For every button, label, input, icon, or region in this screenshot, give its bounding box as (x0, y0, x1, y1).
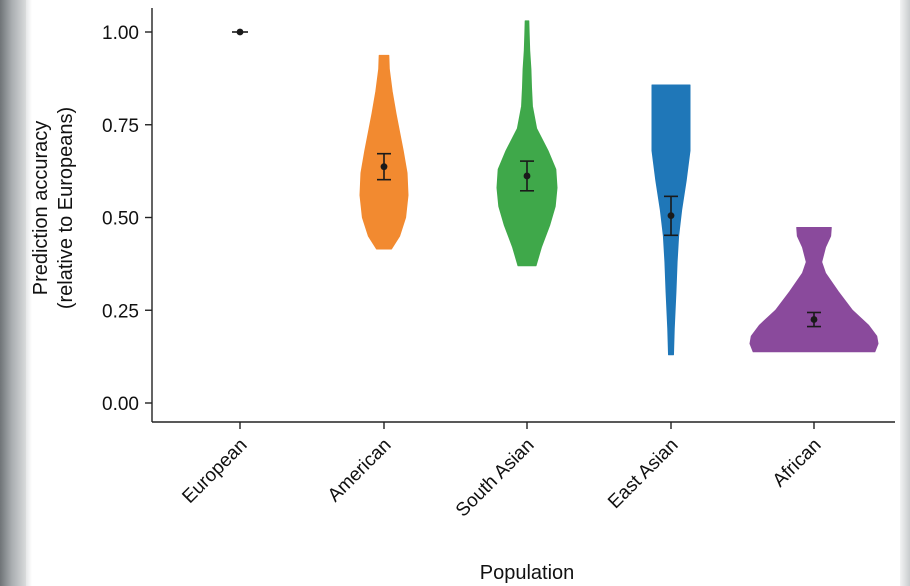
y-axis-title-line-1: Prediction accuracy (30, 121, 52, 296)
x-tick-label: American (324, 435, 396, 507)
mean-point-east-asian (667, 212, 675, 220)
y-tick-group: 0.00 0.25 0.50 0.75 1.00 (102, 23, 152, 415)
y-axis-title-line-2: (relative to Europeans) (55, 107, 77, 309)
violin-layer (359, 20, 879, 356)
mean-point-european (236, 28, 244, 36)
x-axis-title: Population (480, 562, 575, 584)
x-tick-label: East Asian (604, 435, 682, 513)
y-tick-label: 0.75 (102, 116, 139, 137)
mean-point-south-asian (523, 172, 531, 180)
violin-south-asian (496, 20, 558, 267)
x-tick-group: European American South Asian East Asian Afr… (178, 422, 826, 522)
x-tick-label: African (769, 435, 826, 492)
y-tick-label: 0.50 (102, 209, 139, 230)
x-tick-label: European (178, 435, 251, 508)
violin-african (749, 227, 879, 353)
axes-layer (151, 8, 895, 423)
errorbar-layer (232, 28, 821, 328)
x-tick-label: South Asian (452, 435, 539, 522)
window-left-edge (0, 0, 26, 586)
window-right-edge (900, 0, 910, 586)
y-tick-label: 1.00 (102, 23, 139, 44)
y-tick-label: 0.25 (102, 301, 139, 322)
mean-point-american (380, 163, 388, 171)
y-tick-label: 0.00 (102, 394, 139, 415)
window-left-bevel (26, 0, 32, 586)
violin-american (359, 54, 409, 250)
mean-point-african (810, 316, 818, 323)
